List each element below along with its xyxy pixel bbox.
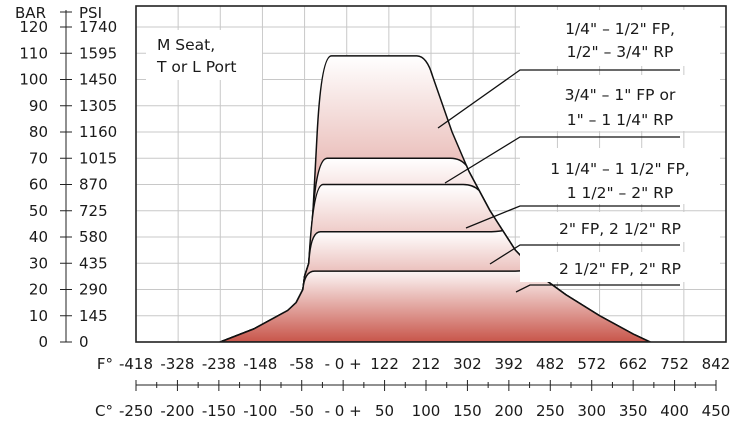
x-tick-label-f: -418 <box>119 355 153 373</box>
x-tick-label-c: 350 <box>619 402 648 420</box>
y-tick-label-bar: 80 <box>29 123 48 141</box>
x-tick-label-f: -58 <box>289 355 314 373</box>
series-label-line: 2 1/2" FP, 2" RP <box>559 260 681 278</box>
x-tick-label-c: -150 <box>202 402 236 420</box>
x-unit-celsius: C° <box>95 402 113 420</box>
y-tick-label-psi: 870 <box>79 176 108 194</box>
x-tick-label-f: 572 <box>577 355 606 373</box>
x-unit-fahrenheit: F° <box>97 355 113 373</box>
series-label-line: 1 1/2" – 2" RP <box>567 184 674 202</box>
series-label-bg <box>520 212 720 242</box>
x-tick-label-c: 400 <box>660 402 689 420</box>
y-tick-label-bar: 0 <box>38 333 48 351</box>
y-tick-label-bar: 70 <box>29 149 48 167</box>
x-tick-label-c: 50 <box>375 402 394 420</box>
y-tick-label-bar: 60 <box>29 176 48 194</box>
series-label-line: 2" FP, 2 1/2" RP <box>559 220 681 238</box>
y-tick-label-bar: 100 <box>19 71 48 89</box>
series-label-bg <box>520 252 720 282</box>
x-tick-label-f: - 0 + <box>325 355 362 373</box>
x-tick-label-c: 250 <box>536 402 565 420</box>
y-tick-label-bar: 50 <box>29 202 48 220</box>
y-tick-label-psi: 1015 <box>79 149 117 167</box>
x-tick-label-c: 300 <box>577 402 606 420</box>
x-tick-label-c: 150 <box>453 402 482 420</box>
y-tick-label-psi: 435 <box>79 254 108 272</box>
y-tick-label-psi: 1305 <box>79 97 117 115</box>
x-tick-label-c: -100 <box>243 402 277 420</box>
y-unit-psi: PSI <box>79 4 102 22</box>
y-tick-label-psi: 580 <box>79 228 108 246</box>
y-tick-label-psi: 1740 <box>79 18 117 36</box>
y-tick-label-psi: 145 <box>79 307 108 325</box>
x-tick-label-c: -250 <box>119 402 153 420</box>
series-leader-line <box>437 69 680 129</box>
x-tick-label-c: 200 <box>495 402 524 420</box>
x-tick-label-f: 392 <box>495 355 524 373</box>
series-label-bg <box>520 10 720 66</box>
x-tick-label-f: 122 <box>370 355 399 373</box>
y-tick-label-psi: 1595 <box>79 44 117 62</box>
corner-label-bg <box>146 30 262 80</box>
corner-label-line: T or L Port <box>156 58 236 76</box>
x-axes: F°C°-418-250-328-200-238-150-148-100-58-… <box>95 355 730 420</box>
series-label-bg <box>520 75 720 131</box>
series-label-line: 1" – 1 1/4" RP <box>567 111 674 129</box>
x-tick-label-f: 212 <box>412 355 441 373</box>
y-tick-label-psi: 1450 <box>79 71 117 89</box>
y-tick-label-bar: 20 <box>29 281 48 299</box>
y-axis-labels: BAR PSI 0 0 10 145 20 290 30 435 40 580 50 725 60 870 70… <box>15 4 117 351</box>
series-label-line: 3/4" – 1" FP or <box>565 86 676 104</box>
x-tick-label-c: - 0 + <box>325 402 362 420</box>
series-leader-line <box>465 205 680 229</box>
x-tick-label-f: -148 <box>243 355 277 373</box>
x-tick-label-f: 662 <box>619 355 648 373</box>
plot-frame <box>135 5 727 343</box>
corner-label-line: M Seat, <box>157 36 215 54</box>
series-leader-line <box>515 284 680 293</box>
series-label-line: 1/2" – 3/4" RP <box>567 43 674 61</box>
x-tick-label-c: -200 <box>160 402 194 420</box>
y-tick-label-bar: 120 <box>19 18 48 36</box>
y-tick-label-bar: 30 <box>29 254 48 272</box>
y-tick-label-bar: 110 <box>19 44 48 62</box>
x-tick-label-c: 100 <box>412 402 441 420</box>
y-tick-label-bar: 10 <box>29 307 48 325</box>
annotations: M Seat, T or L Port 1/4" – 1/2" FP, 1/2" – … <box>146 10 720 293</box>
y-tick-label-psi: 290 <box>79 281 108 299</box>
series-leader-line <box>489 244 680 265</box>
x-tick-label-f: 302 <box>453 355 482 373</box>
y-tick-label-bar: 90 <box>29 97 48 115</box>
y-tick-label-psi: 0 <box>79 333 89 351</box>
x-tick-label-c: -50 <box>289 402 314 420</box>
series-label-line: 1/4" – 1/2" FP, <box>565 20 675 38</box>
pressure-envelope-areas <box>219 55 651 342</box>
x-tick-label-f: -328 <box>160 355 194 373</box>
y-tick-label-psi: 1160 <box>79 123 117 141</box>
series-leader-line <box>444 136 680 184</box>
x-tick-label-f: 842 <box>702 355 731 373</box>
x-tick-label-f: -238 <box>202 355 236 373</box>
y-unit-bar: BAR <box>15 4 46 22</box>
x-tick-label-f: 752 <box>660 355 689 373</box>
x-tick-label-f: 482 <box>536 355 565 373</box>
series-label-line: 1 1/4" – 1 1/2" FP, <box>550 160 689 178</box>
y-tick-label-bar: 40 <box>29 228 48 246</box>
series-label-bg <box>520 148 720 204</box>
y-tick-label-psi: 725 <box>79 202 108 220</box>
x-tick-label-c: 450 <box>702 402 731 420</box>
